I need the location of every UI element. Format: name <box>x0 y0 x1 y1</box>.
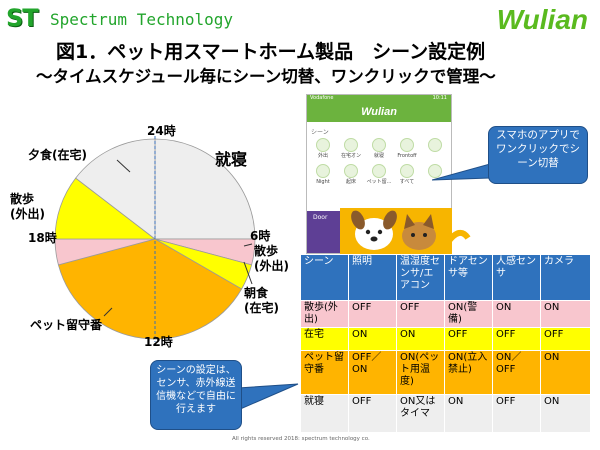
scene-item[interactable] <box>421 164 449 186</box>
table-row: 在宅 ON ON OFF OFF OFF <box>300 327 591 351</box>
scene-item[interactable]: 外出 <box>309 138 337 160</box>
pie-slice-6 <box>75 138 156 240</box>
scene-item[interactable]: Frontoff <box>393 138 421 160</box>
table-header: 人感センサ <box>492 254 541 301</box>
scene-icon-grid: 外出 在宅オン 就寝 Frontoff Night 起床 ペット留... すべて <box>307 138 451 186</box>
dog-mascot-icon <box>340 208 471 254</box>
table-header: 照明 <box>348 254 397 301</box>
scene-item-label: 就寝 <box>373 153 384 159</box>
blank-icon <box>428 164 442 178</box>
night-icon <box>316 164 330 178</box>
wulian-logo: Wulian <box>496 4 588 35</box>
table-header: ドアセンサ等 <box>444 254 493 301</box>
table-header: シーン <box>300 254 349 301</box>
pie-slice-3 <box>57 238 243 340</box>
table-cell: OFF <box>540 327 591 351</box>
leader-line-breakfast <box>243 261 253 285</box>
scene-item-label: すべて <box>399 179 415 185</box>
table-cell: ON(立入禁止) <box>444 350 493 395</box>
scene-item[interactable]: すべて <box>393 164 421 186</box>
label-walk-evening: 散歩 (外出) <box>10 192 45 221</box>
table-cell: 散歩(外出) <box>300 300 349 328</box>
table-cell: ON(警備) <box>444 300 493 328</box>
hour-label-18: 18時 <box>28 231 57 245</box>
phone-app-title: Wulian <box>307 103 451 122</box>
table-header: 温湿度センサ/エアコン <box>396 254 445 301</box>
callout-settings: シーンの設定は、センサ、赤外線送信機などで自由に行えます <box>150 360 242 430</box>
table-cell: ON／OFF <box>492 350 541 395</box>
leader-line-pet-alone <box>103 307 113 317</box>
home-icon <box>344 138 358 152</box>
table-cell: 就寝 <box>300 394 349 433</box>
scene-item[interactable]: ペット留... <box>365 164 393 186</box>
company-name: Spectrum Technology <box>50 10 234 29</box>
scene-item-label: 在宅オン <box>340 153 361 159</box>
table-cell: ON <box>396 327 445 351</box>
sun-icon <box>344 164 358 178</box>
table-cell: ON <box>540 350 591 395</box>
scene-item[interactable] <box>421 138 449 160</box>
scene-item[interactable]: 起床 <box>337 164 365 186</box>
table-header-row: シーン 照明 温湿度センサ/エアコン ドアセンサ等 人感センサ カメラ <box>300 254 591 301</box>
table-header: カメラ <box>540 254 591 301</box>
scene-item[interactable]: 就寝 <box>365 138 393 160</box>
table-row: 就寝 OFF ON又はタイマ ON OFF ON <box>300 394 591 433</box>
door-icon <box>400 138 414 152</box>
st-logo: ST <box>6 4 39 32</box>
table-row: 散歩(外出) OFF OFF ON(警備) ON ON <box>300 300 591 328</box>
more-icon <box>400 164 414 178</box>
pie-slice-0 <box>154 138 256 240</box>
walk-icon <box>316 138 330 152</box>
table-cell: ON又はタイマ <box>396 394 445 433</box>
copyright-footer: All rights reserved 2018: spectrum techn… <box>232 436 370 442</box>
alert-icon <box>428 138 442 152</box>
hour-label-24: 24時 <box>147 124 176 138</box>
table-cell: ペット留守番 <box>300 350 349 395</box>
table-row: ペット留守番 OFF／ON ON(ペット用温度) ON(立入禁止) ON／OFF… <box>300 350 591 395</box>
label-breakfast: 朝食 (在宅) <box>244 286 279 315</box>
moon-icon <box>372 138 386 152</box>
table-cell: 在宅 <box>300 327 349 351</box>
phone-section-label: シーン <box>311 129 329 136</box>
figure-subtitle: ～タイムスケジュール毎にシーン切替、ワンクリックで管理～ <box>36 67 496 86</box>
table-cell: OFF <box>348 394 397 433</box>
callout-app-pointer <box>432 163 490 181</box>
label-pet-alone: ペット留守番 <box>30 318 103 332</box>
label-walk-morning: 散歩 (外出) <box>254 244 289 273</box>
table-cell: OFF <box>348 300 397 328</box>
callout-settings-pointer <box>237 383 299 411</box>
table-cell: ON <box>540 394 591 433</box>
callout-app: スマホのアプリでワンクリックでシーン切替 <box>488 126 588 184</box>
scene-item[interactable]: 在宅オン <box>337 138 365 160</box>
scene-item-label: ペット留... <box>366 179 392 185</box>
hour-label-6: 6時 <box>250 229 271 243</box>
scene-item-label: Frontoff <box>397 153 417 159</box>
table-cell: ON <box>540 300 591 328</box>
scene-item-label: 起床 <box>345 179 356 185</box>
scene-item[interactable]: Night <box>309 164 337 186</box>
table-cell: ON <box>444 394 493 433</box>
phone-status-bar: Vodafone 10:11 <box>307 95 451 103</box>
table-cell: ON(ペット用温度) <box>396 350 445 395</box>
table-cell: ON <box>492 300 541 328</box>
scene-item-label: Night <box>316 179 330 185</box>
scene-item-label: 外出 <box>317 153 328 159</box>
table-cell: OFF <box>444 327 493 351</box>
leader-line-dinner <box>116 159 131 173</box>
leader-line-walk-morning <box>243 243 253 247</box>
scene-settings-table: シーン 照明 温湿度センサ/エアコン ドアセンサ等 人感センサ カメラ 散歩(外… <box>300 254 591 433</box>
label-sleep: 就寝 <box>215 150 248 169</box>
label-dinner: 夕食(在宅) <box>28 148 87 162</box>
table-cell: OFF <box>396 300 445 328</box>
table-cell: OFF <box>492 327 541 351</box>
table-cell: ON <box>348 327 397 351</box>
hour-label-12: 12時 <box>144 335 173 349</box>
table-cell: OFF <box>492 394 541 433</box>
pet-icon <box>372 164 386 178</box>
table-cell: OFF／ON <box>348 350 397 395</box>
figure-title: 図1．ペット用スマートホーム製品 シーン設定例 <box>56 41 486 63</box>
